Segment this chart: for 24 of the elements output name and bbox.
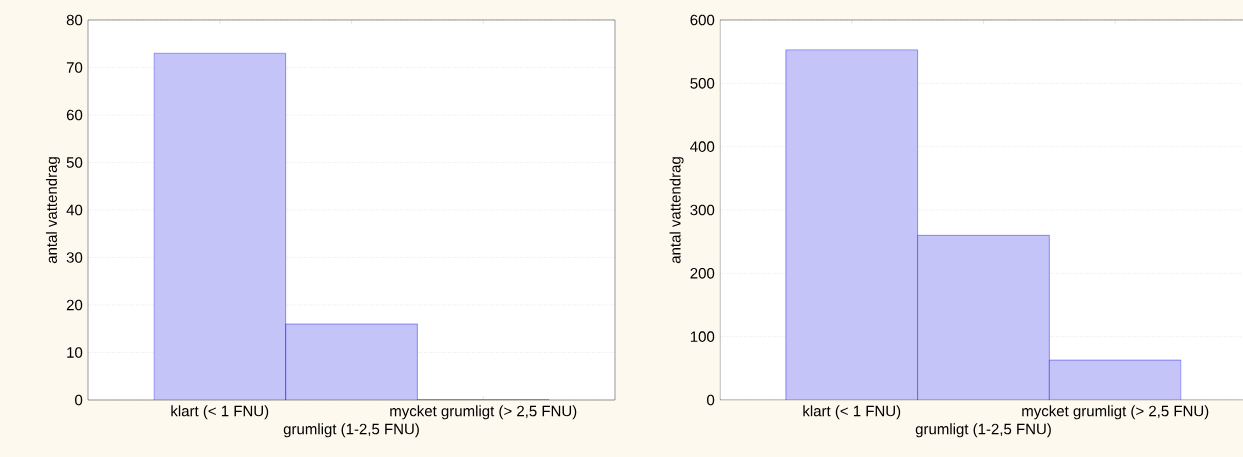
x-tick-label: grumligt (1-2,5 FNU) <box>915 423 1051 438</box>
x-tick-label: klart (< 1 FNU) <box>171 405 269 420</box>
y-axis-title: antal vattendrag <box>669 157 684 264</box>
y-axis-title: antal vattendrag <box>45 157 60 264</box>
y-tick-label: 200 <box>690 268 715 279</box>
y-tick-label: 100 <box>690 331 715 342</box>
y-tick-label: 500 <box>690 78 715 89</box>
y-tick-label: 20 <box>66 299 83 311</box>
y-tick-label: 70 <box>66 62 83 73</box>
y-tick-label: 60 <box>66 109 83 121</box>
y-tick-label: 40 <box>66 204 83 216</box>
x-tick-label: mycket grumligt (> 2,5 FNU) <box>390 405 577 420</box>
y-tick-label: 600 <box>690 14 715 26</box>
y-tick-label: 80 <box>66 14 83 26</box>
y-tick-label: 10 <box>67 347 83 358</box>
x-tick-label: mycket grumligt (> 2,5 FNU) <box>1022 405 1209 420</box>
y-tick-label: 30 <box>66 252 83 263</box>
y-tick-label: 0 <box>707 394 715 406</box>
x-tick-label: klart (< 1 FNU) <box>803 405 901 420</box>
y-tick-label: 300 <box>690 204 715 216</box>
y-tick-label: 50 <box>66 157 83 168</box>
x-tick-label: grumligt (1-2,5 FNU) <box>283 423 419 438</box>
y-tick-label: 400 <box>690 141 715 152</box>
y-tick-label: 0 <box>75 394 83 406</box>
